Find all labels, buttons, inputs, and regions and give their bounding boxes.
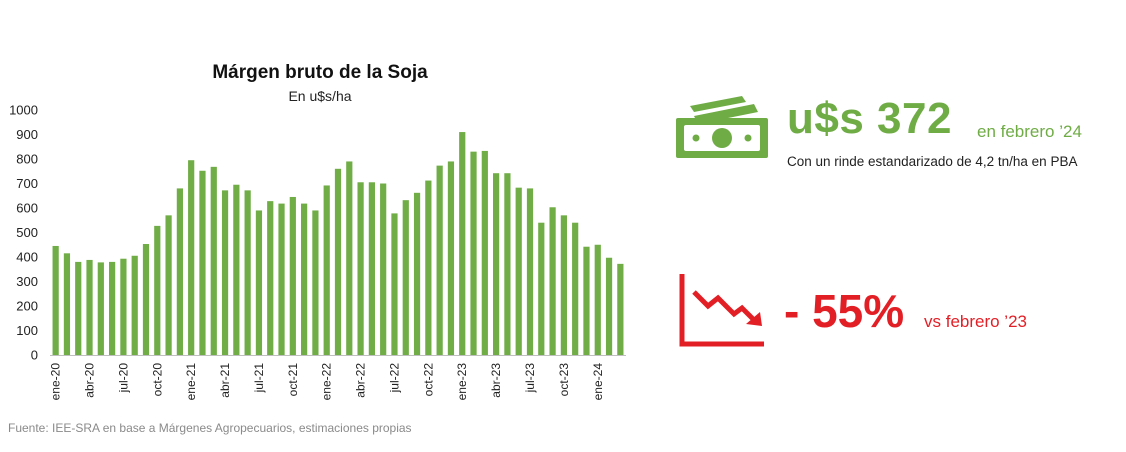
money-icon — [676, 96, 768, 158]
bar — [504, 173, 511, 355]
bar — [583, 246, 590, 355]
price-period: en febrero ’24 — [977, 122, 1082, 141]
x-tick-label: abr-21 — [218, 363, 232, 398]
bar — [301, 203, 308, 355]
price-value: u$s 372 — [787, 94, 952, 143]
bar — [493, 173, 500, 355]
bar — [142, 244, 150, 355]
bar — [278, 203, 285, 355]
bar — [470, 151, 477, 355]
bar — [154, 225, 161, 355]
x-tick-label: abr-23 — [489, 363, 503, 398]
bar — [605, 257, 613, 355]
change-kpi: - 55% vs febrero ’23 — [678, 272, 1118, 352]
bar — [233, 184, 240, 355]
bar — [289, 196, 296, 355]
bars — [52, 132, 624, 355]
bar — [391, 213, 398, 355]
bar — [221, 190, 229, 355]
x-tick-label: ene-23 — [455, 363, 469, 401]
y-tick-label: 300 — [16, 274, 38, 289]
bar — [86, 259, 93, 355]
bar — [323, 185, 330, 355]
x-tick-label: jul-22 — [387, 363, 401, 394]
bar — [210, 166, 217, 355]
chart-title: Márgen bruto de la Soja — [212, 62, 428, 83]
y-tick-label: 200 — [16, 299, 38, 314]
bar — [402, 200, 409, 355]
bar — [312, 210, 319, 355]
bar — [572, 222, 579, 355]
y-tick-label: 700 — [16, 176, 38, 191]
x-axis: ene-20 abr-20 jul-20 oct-20 ene-21 abr-21 jul-… — [49, 363, 605, 401]
change-period: vs febrero ’23 — [924, 312, 1027, 331]
chart-subtitle: En u$s/ha — [288, 88, 351, 104]
y-tick-label: 400 — [16, 250, 38, 265]
bar — [120, 258, 127, 355]
bar — [244, 190, 251, 355]
soy-margin-chart: Márgen bruto de la Soja En u$s/ha 0 100 20… — [9, 62, 626, 401]
bar — [75, 261, 82, 355]
bar — [560, 215, 567, 355]
bar — [447, 161, 455, 355]
x-tick-label: oct-23 — [557, 363, 571, 397]
bar — [380, 183, 387, 355]
bar — [436, 165, 443, 355]
bar — [199, 170, 206, 355]
x-tick-label: jul-23 — [523, 363, 537, 394]
x-tick-label: abr-20 — [83, 363, 97, 398]
y-tick-label: 1000 — [9, 103, 38, 118]
bar — [413, 192, 421, 355]
bar — [334, 168, 342, 355]
bar — [459, 132, 466, 355]
bar — [97, 262, 104, 355]
y-tick-label: 100 — [16, 323, 38, 338]
change-value: - 55% — [784, 285, 905, 337]
x-tick-label: jul-20 — [116, 363, 130, 394]
x-tick-label: oct-22 — [421, 363, 435, 397]
bar — [594, 244, 601, 355]
bar — [165, 215, 172, 355]
y-tick-label: 600 — [16, 201, 38, 216]
bar — [131, 255, 138, 355]
bar — [481, 150, 488, 355]
bar — [549, 207, 556, 355]
x-tick-label: oct-21 — [286, 363, 300, 397]
bar — [176, 188, 183, 355]
bar — [52, 245, 59, 355]
price-note: Con un rinde estandarizado de 4,2 tn/ha … — [787, 154, 1078, 169]
x-tick-label: abr-22 — [354, 363, 368, 398]
bar — [63, 253, 71, 355]
y-tick-label: 800 — [16, 152, 38, 167]
x-tick-label: ene-21 — [184, 363, 198, 401]
trend-down-icon — [679, 274, 764, 347]
y-tick-label: 900 — [16, 127, 38, 142]
x-tick-label: ene-22 — [320, 363, 334, 401]
y-tick-label: 0 — [31, 348, 38, 363]
x-tick-label: oct-20 — [150, 363, 164, 397]
x-tick-label: ene-24 — [591, 363, 605, 401]
x-tick-label: jul-21 — [252, 363, 266, 394]
bar — [357, 182, 364, 355]
bar — [188, 160, 195, 355]
x-tick-label: ene-20 — [49, 363, 63, 401]
bar — [515, 187, 522, 355]
bar — [109, 261, 116, 355]
bar — [538, 222, 545, 355]
price-kpi: u$s 372 en febrero ’24 Con un rinde esta… — [672, 92, 1122, 182]
bar — [425, 180, 432, 355]
bar — [526, 188, 534, 355]
bar — [255, 210, 263, 355]
bar — [346, 161, 353, 355]
source-note: Fuente: IEE-SRA en base a Márgenes Agrop… — [8, 421, 412, 435]
y-tick-label: 500 — [16, 225, 38, 240]
bar — [267, 201, 274, 355]
y-axis: 0 100 200 300 400 500 600 700 800 900 1000 — [9, 103, 38, 363]
bar — [617, 263, 624, 355]
bar — [368, 182, 375, 355]
